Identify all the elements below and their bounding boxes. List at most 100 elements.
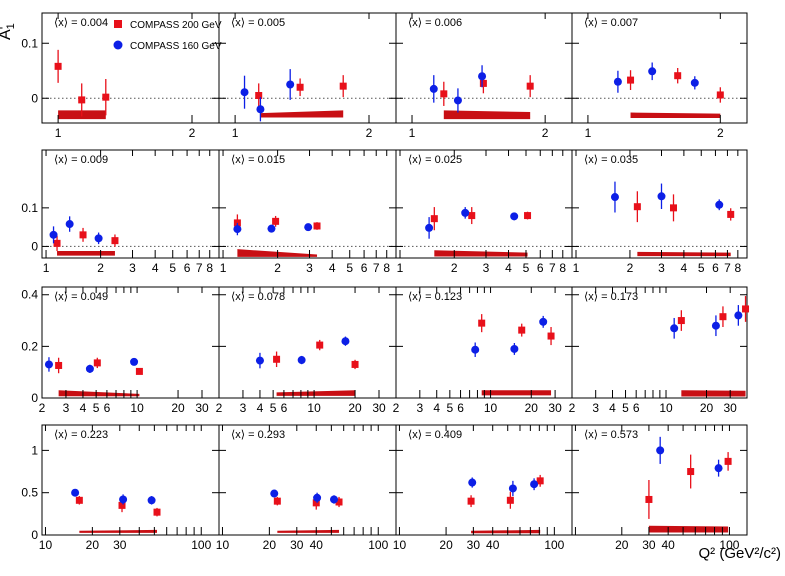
x-tick-label: 10	[216, 538, 230, 552]
panel-frame	[571, 149, 748, 259]
panel-x-label: ⟨x⟩ = 0.035	[584, 154, 638, 166]
x-tick-label: 4	[257, 401, 264, 415]
x-tick-label: 30	[290, 538, 304, 552]
x-tick-label: 2	[39, 401, 46, 415]
panel-2-1: 2 3 4 5 6 10 20 30 ⟨x⟩ = 0.078	[216, 286, 397, 415]
x-tick-label: 3	[592, 401, 599, 415]
x-tick-label: 100	[368, 538, 388, 552]
panel-frame	[218, 286, 397, 399]
compass160-point	[425, 223, 434, 232]
systematic-band	[79, 529, 158, 533]
panel-frame	[571, 286, 748, 399]
x-tick-label: 40	[661, 538, 675, 552]
panel-x-label: ⟨x⟩ = 0.015	[231, 154, 285, 166]
x-tick-label: 20	[263, 538, 277, 552]
systematic-band	[443, 110, 531, 120]
compass160-point	[130, 357, 139, 366]
legend-label: COMPASS 160 GeV	[130, 41, 222, 52]
panel-x-label: ⟨x⟩ = 0.049	[54, 291, 108, 303]
x-tick-label: 8	[383, 261, 390, 275]
x-tick-label: 30	[372, 401, 386, 415]
compass160-point	[510, 212, 519, 221]
compass200-point	[468, 212, 476, 220]
compass160-point	[656, 446, 665, 455]
systematic-band	[260, 110, 344, 118]
y-tick-label: 0	[31, 239, 38, 253]
compass160-point	[297, 356, 306, 365]
x-tick-label: 8	[206, 261, 213, 275]
y-tick-label: 0	[31, 91, 38, 105]
panel-frame	[395, 149, 573, 259]
x-tick-label: 2	[216, 401, 223, 415]
compass200-point	[312, 499, 320, 507]
compass160-point	[147, 496, 156, 505]
panel-1-0: 0 0.1 1 2 3 4 5 6 7 8 ⟨x⟩ = 0.009	[21, 149, 220, 275]
x-tick-label: 4	[505, 261, 512, 275]
x-tick-label: 5	[270, 401, 277, 415]
compass160-point	[613, 77, 622, 86]
panel-3-2: 10 20 30 40 100 ⟨x⟩ = 0.409	[393, 424, 573, 552]
systematic-band	[57, 251, 115, 256]
x-tick-label: 4	[433, 401, 440, 415]
compass200-point	[724, 457, 732, 465]
compass200-point	[339, 82, 347, 90]
systematic-band	[471, 529, 541, 534]
compass160-point	[453, 96, 462, 105]
x-tick-label: 30	[113, 538, 127, 552]
systematic-band	[481, 390, 552, 396]
panel-2-0: 0 0.2 0.4 2 3 4 5 6 10 20 30 ⟨x⟩ = 0.049	[21, 286, 220, 415]
legend: COMPASS 200 GeV COMPASS 160 GeV	[113, 20, 222, 52]
compass200-point	[430, 215, 438, 223]
x-tick-label: 6	[184, 261, 191, 275]
compass200-point	[669, 204, 677, 212]
compass160-point	[610, 193, 619, 202]
x-tick-label: 10	[484, 401, 498, 415]
compass160-point	[270, 489, 279, 498]
compass200-point	[719, 313, 727, 321]
y-tick-label: 0.1	[21, 36, 38, 50]
x-tick-label: 4	[681, 261, 688, 275]
compass160-point	[330, 495, 339, 504]
panel-1-1: 1 2 3 4 5 6 7 8 ⟨x⟩ = 0.015	[218, 149, 397, 275]
compass160-point	[267, 224, 276, 233]
compass200-point	[111, 237, 119, 245]
panel-frame	[218, 12, 397, 124]
panel-0-2: 1 2 ⟨x⟩ = 0.006	[395, 12, 573, 140]
x-tick-label: 2	[274, 261, 281, 275]
compass160-point	[510, 344, 519, 353]
panel-x-label: ⟨x⟩ = 0.293	[231, 429, 285, 441]
y-tick-label: 0.1	[21, 201, 38, 215]
x-tick-label: 7	[724, 261, 731, 275]
compass160-point	[539, 317, 548, 326]
panel-frame	[41, 286, 220, 399]
compass200-point	[273, 497, 281, 505]
panel-x-label: ⟨x⟩ = 0.223	[54, 429, 108, 441]
x-tick-label: 2	[569, 401, 576, 415]
x-tick-label: 10	[659, 401, 673, 415]
panel-x-label: ⟨x⟩ = 0.123	[408, 291, 462, 303]
y-tick-label: 0.5	[21, 486, 38, 500]
x-tick-label: 7	[196, 261, 203, 275]
panel-3-3: 20 30 40 100 ⟨x⟩ = 0.573	[571, 424, 748, 552]
x-tick-label: 10	[307, 401, 321, 415]
x-tick-label: 100	[719, 538, 739, 552]
x-tick-label: 20	[171, 401, 185, 415]
compass200-point	[153, 508, 161, 516]
compass200-point	[54, 62, 62, 70]
x-tick-label: 3	[240, 401, 247, 415]
x-tick-label: 4	[80, 401, 87, 415]
x-tick-label: 2	[451, 261, 458, 275]
panel-frame	[395, 12, 573, 124]
compass160-point	[690, 78, 699, 87]
systematic-band	[434, 250, 528, 257]
compass160-point	[478, 72, 487, 81]
y-tick-label: 0.2	[21, 339, 38, 353]
x-tick-label: 4	[152, 261, 159, 275]
compass200-point	[677, 317, 685, 325]
compass200-point	[727, 210, 735, 218]
panel-0-1: 1 2 ⟨x⟩ = 0.005	[218, 12, 397, 140]
x-tick-label: 3	[483, 261, 490, 275]
x-tick-label: 8	[559, 261, 566, 275]
compass200-point	[102, 93, 110, 101]
